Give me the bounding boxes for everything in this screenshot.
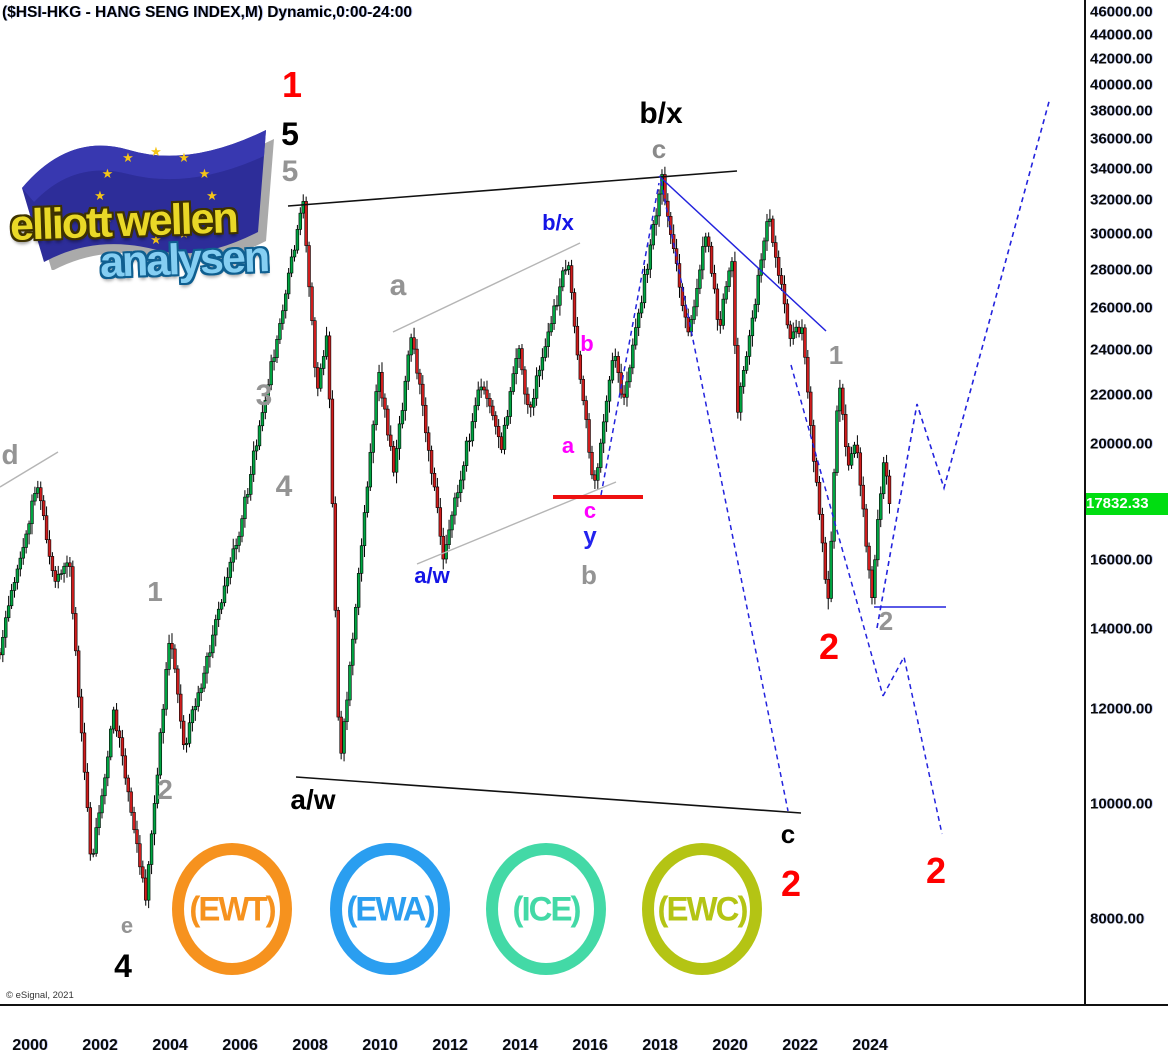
y-axis-label: 30000.00 [1090, 225, 1153, 243]
left-gray-trendline [0, 451, 59, 488]
x-axis-label: 2002 [82, 1037, 118, 1053]
star-icon: ★ [199, 210, 211, 225]
y-axis-label: 22000.00 [1090, 386, 1153, 404]
x-axis-line [0, 1004, 1168, 1006]
y-axis-label: 36000.00 [1090, 130, 1153, 148]
wave-label: a/w [290, 784, 336, 815]
wave-label: 1 [281, 64, 303, 105]
star-icon: ★ [94, 188, 106, 203]
watermark-badge-ewc: (EWC) [642, 843, 762, 975]
star-icon: ★ [206, 188, 218, 203]
y-axis-label: 44000.00 [1090, 26, 1153, 44]
wave-label: 4 [114, 948, 132, 984]
blue-dashed-w [882, 654, 943, 835]
x-axis-label: 2008 [292, 1037, 328, 1053]
y-axis-line [1084, 0, 1086, 1005]
wave-label: 1 [147, 576, 163, 607]
x-axis-label: 2016 [572, 1037, 608, 1053]
wave-label: 5 [281, 116, 299, 152]
logo-text-line2: analysen [99, 233, 269, 287]
x-axis-label: 2004 [152, 1037, 188, 1053]
chart-title: ($HSI-HKG - HANG SENG INDEX,M) Dynamic,0… [2, 4, 412, 21]
watermark-badge-ewt: (EWT) [172, 843, 292, 975]
wave-label: a [561, 433, 575, 458]
y-axis-label: 42000.00 [1090, 50, 1153, 68]
wave-label: 2 [925, 850, 947, 891]
wave-label: b [581, 560, 597, 590]
y-axis-label: 24000.00 [1090, 341, 1153, 359]
y-axis-label: 20000.00 [1090, 435, 1153, 453]
y-axis-label: 34000.00 [1090, 160, 1153, 178]
wave-label: 2 [878, 606, 894, 636]
lower-trendline [295, 776, 802, 814]
wave-label: c [583, 498, 597, 523]
wave-label: 2 [157, 774, 173, 805]
watermark-badge-ice: (ICE) [486, 843, 606, 975]
wave-label: c [651, 134, 667, 164]
blue-dashed-steep [660, 180, 789, 812]
copyright-label: © eSignal, 2021 [6, 990, 74, 1001]
wave-label: b/x [542, 210, 574, 235]
x-axis-label: 2022 [782, 1037, 818, 1053]
star-icon: ★ [122, 150, 134, 165]
wave-label: d [1, 439, 19, 470]
x-axis-label: 2000 [12, 1037, 48, 1053]
star-icon: ★ [150, 232, 162, 247]
x-axis-label: 2014 [502, 1037, 538, 1053]
star-icon: ★ [178, 150, 190, 165]
blue-dashed-rising [600, 182, 660, 496]
blue-projection-zigzag [876, 97, 1051, 629]
wave-label: 3 [255, 379, 273, 412]
wave-label: a [389, 269, 407, 302]
wave-label: 1 [828, 340, 844, 370]
x-axis-label: 2012 [432, 1037, 468, 1053]
gray-channel-upper [392, 242, 581, 333]
y-axis-label: 10000.00 [1090, 795, 1153, 813]
upper-trendline [287, 170, 738, 207]
y-axis-label: 46000.00 [1090, 3, 1153, 21]
y-axis-label: 32000.00 [1090, 191, 1153, 209]
star-icon: ★ [122, 226, 134, 241]
y-axis-label: 16000.00 [1090, 551, 1153, 569]
wave-label: 4 [275, 470, 293, 503]
eu-flag-icon: ★ ★ ★ ★ ★ ★ ★ ★ ★ ★ ★ ★ [22, 130, 274, 271]
y-axis-label: 26000.00 [1090, 299, 1153, 317]
current-price-badge: 17832.33 [1086, 492, 1168, 515]
watermark-badge-ewa: (EWA) [330, 843, 450, 975]
y-axis-label: 8000.00 [1090, 910, 1145, 928]
wave-label: 2 [780, 863, 802, 904]
y-axis-label: 14000.00 [1090, 620, 1153, 638]
x-axis-label: 2018 [642, 1037, 678, 1053]
y-axis-label: 40000.00 [1090, 76, 1153, 93]
blue-dashed-channel [790, 364, 884, 697]
y-axis-label: 28000.00 [1090, 261, 1153, 279]
wave-label: a/w [414, 563, 450, 588]
wave-label: 2 [818, 626, 840, 667]
blue-line-from-peak [658, 175, 827, 332]
wave-label: y [583, 523, 597, 550]
wave-label: e [120, 913, 134, 938]
star-icon: ★ [102, 210, 114, 225]
x-axis-label: 2006 [222, 1037, 258, 1053]
star-icon: ★ [199, 166, 211, 181]
y-axis-label: 12000.00 [1090, 700, 1153, 718]
x-axis-label: 2020 [712, 1037, 748, 1053]
star-icon: ★ [150, 144, 162, 159]
wave-label: 5 [281, 155, 299, 188]
wave-label: b/x [639, 97, 683, 130]
wave-label: c [780, 819, 796, 849]
star-icon: ★ [102, 166, 114, 181]
logo: ★ ★ ★ ★ ★ ★ ★ ★ ★ ★ ★ ★ elliott wellen analysen [4, 110, 284, 287]
wave-label: b [580, 331, 594, 356]
star-icon: ★ [178, 226, 190, 241]
x-axis-label: 2010 [362, 1037, 398, 1053]
candlestick-series [0, 166, 892, 909]
x-axis-label: 2024 [852, 1037, 888, 1053]
y-axis-label: 38000.00 [1090, 102, 1153, 120]
